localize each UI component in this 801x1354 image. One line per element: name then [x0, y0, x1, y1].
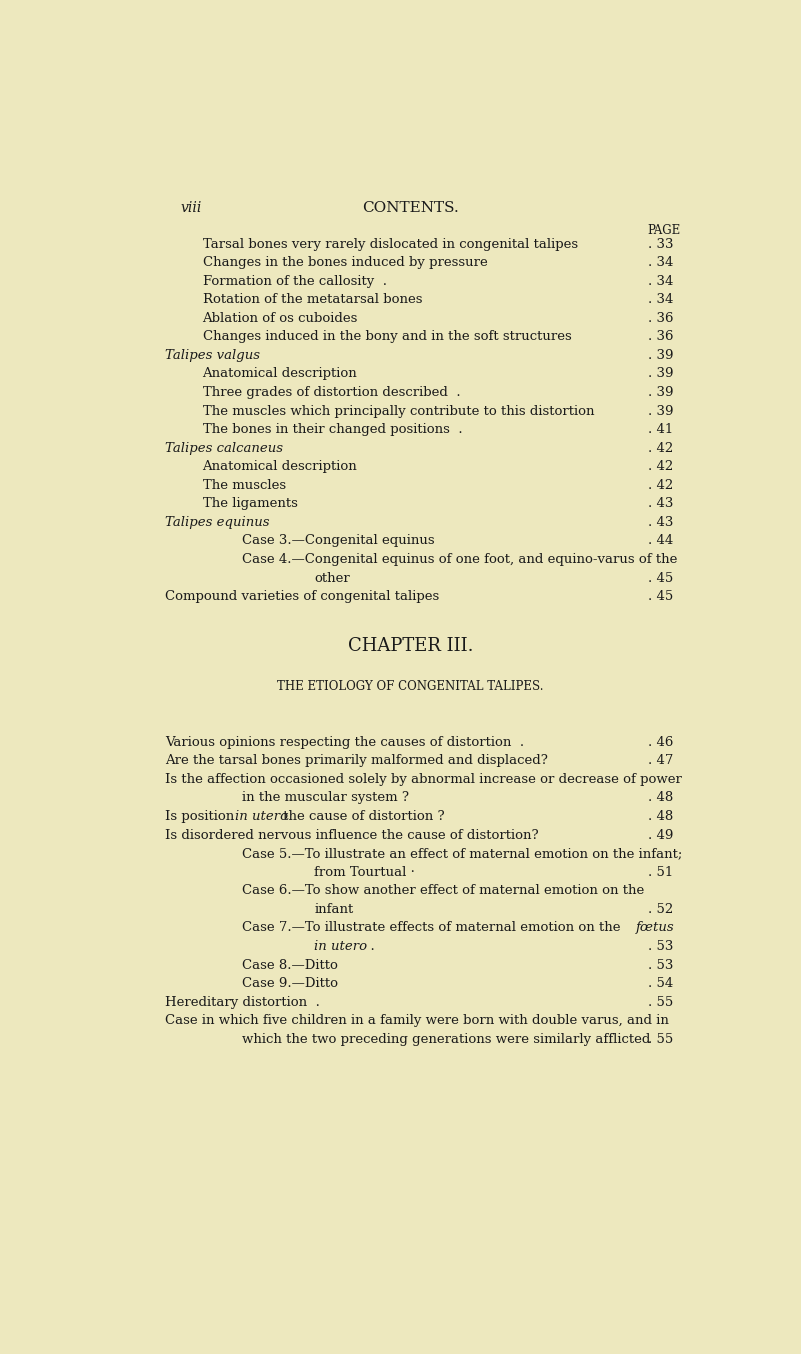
Text: The bones in their changed positions  .: The bones in their changed positions . — [203, 424, 462, 436]
Text: . 42: . 42 — [648, 441, 673, 455]
Text: .: . — [362, 940, 375, 953]
Text: . 43: . 43 — [648, 497, 673, 510]
Text: Three grades of distortion described  .: Three grades of distortion described . — [203, 386, 461, 399]
Text: . 55: . 55 — [648, 1033, 673, 1045]
Text: . 34: . 34 — [648, 256, 673, 269]
Text: . 53: . 53 — [648, 959, 673, 972]
Text: Case 8.—Ditto: Case 8.—Ditto — [242, 959, 337, 972]
Text: . 47: . 47 — [648, 754, 673, 768]
Text: Anatomical description: Anatomical description — [203, 460, 357, 474]
Text: which the two preceding generations were similarly afflicted: which the two preceding generations were… — [242, 1033, 650, 1045]
Text: Case 3.—Congenital equinus: Case 3.—Congenital equinus — [242, 535, 434, 547]
Text: Case 9.—Ditto: Case 9.—Ditto — [242, 978, 338, 990]
Text: Is disordered nervous influence the cause of distortion?: Is disordered nervous influence the caus… — [165, 829, 539, 842]
Text: PAGE: PAGE — [647, 223, 681, 237]
Text: Formation of the callosity  .: Formation of the callosity . — [203, 275, 387, 287]
Text: . 36: . 36 — [647, 311, 673, 325]
Text: Anatomical description: Anatomical description — [203, 367, 357, 380]
Text: . 41: . 41 — [648, 424, 673, 436]
Text: . 54: . 54 — [648, 978, 673, 990]
Text: Are the tarsal bones primarily malformed and displaced?: Are the tarsal bones primarily malformed… — [165, 754, 548, 768]
Text: Case 7.—To illustrate effects of maternal emotion on the: Case 7.—To illustrate effects of materna… — [242, 922, 625, 934]
Text: Case in which five children in a family were born with double varus, and in: Case in which five children in a family … — [165, 1014, 669, 1028]
Text: Talipes calcaneus: Talipes calcaneus — [165, 441, 284, 455]
Text: . 44: . 44 — [648, 535, 673, 547]
Text: The ligaments: The ligaments — [203, 497, 297, 510]
Text: in the muscular system ?: in the muscular system ? — [242, 792, 409, 804]
Text: . 34: . 34 — [648, 294, 673, 306]
Text: . 39: . 39 — [647, 405, 673, 417]
Text: Tarsal bones very rarely dislocated in congenital talipes: Tarsal bones very rarely dislocated in c… — [203, 237, 578, 250]
Text: Case 5.—To illustrate an effect of maternal emotion on the infant;: Case 5.—To illustrate an effect of mater… — [242, 848, 682, 860]
Text: . 45: . 45 — [648, 590, 673, 603]
Text: . 53: . 53 — [648, 940, 673, 953]
Text: Case 6.—To show another effect of maternal emotion on the: Case 6.—To show another effect of matern… — [242, 884, 644, 898]
Text: Hereditary distortion  .: Hereditary distortion . — [165, 995, 320, 1009]
Text: . 39: . 39 — [647, 349, 673, 362]
Text: . 43: . 43 — [648, 516, 673, 529]
Text: from Tourtual ·: from Tourtual · — [314, 865, 415, 879]
Text: in utero: in utero — [235, 810, 288, 823]
Text: CHAPTER III.: CHAPTER III. — [348, 636, 473, 654]
Text: Is position: Is position — [165, 810, 239, 823]
Text: in utero: in utero — [314, 940, 368, 953]
Text: Ablation of os cuboides: Ablation of os cuboides — [203, 311, 358, 325]
Text: fœtus: fœtus — [636, 922, 674, 934]
Text: other: other — [314, 571, 350, 585]
Text: Case 4.—Congenital equinus of one foot, and equino-varus of the: Case 4.—Congenital equinus of one foot, … — [242, 552, 677, 566]
Text: CONTENTS.: CONTENTS. — [362, 200, 459, 215]
Text: . 46: . 46 — [648, 735, 673, 749]
Text: . 34: . 34 — [648, 275, 673, 287]
Text: . 33: . 33 — [647, 237, 673, 250]
Text: Compound varieties of congenital talipes: Compound varieties of congenital talipes — [165, 590, 440, 603]
Text: . 49: . 49 — [648, 829, 673, 842]
Text: Talipes valgus: Talipes valgus — [165, 349, 260, 362]
Text: . 52: . 52 — [648, 903, 673, 915]
Text: the cause of distortion ?: the cause of distortion ? — [279, 810, 445, 823]
Text: . 48: . 48 — [648, 792, 673, 804]
Text: Changes in the bones induced by pressure: Changes in the bones induced by pressure — [203, 256, 487, 269]
Text: The muscles: The muscles — [203, 479, 286, 492]
Text: . 48: . 48 — [648, 810, 673, 823]
Text: . 42: . 42 — [648, 460, 673, 474]
Text: viii: viii — [181, 200, 202, 215]
Text: THE ETIOLOGY OF CONGENITAL TALIPES.: THE ETIOLOGY OF CONGENITAL TALIPES. — [277, 680, 544, 693]
Text: infant: infant — [314, 903, 353, 915]
Text: Rotation of the metatarsal bones: Rotation of the metatarsal bones — [203, 294, 422, 306]
Text: Various opinions respecting the causes of distortion  .: Various opinions respecting the causes o… — [165, 735, 525, 749]
Text: . 55: . 55 — [648, 995, 673, 1009]
Text: . 51: . 51 — [648, 865, 673, 879]
Text: Changes induced in the bony and in the soft structures: Changes induced in the bony and in the s… — [203, 330, 571, 344]
Text: The muscles which principally contribute to this distortion: The muscles which principally contribute… — [203, 405, 594, 417]
Text: . 36: . 36 — [647, 330, 673, 344]
Text: Is the affection occasioned solely by abnormal increase or decrease of power: Is the affection occasioned solely by ab… — [165, 773, 682, 785]
Text: . 42: . 42 — [648, 479, 673, 492]
Text: Talipes equinus: Talipes equinus — [165, 516, 270, 529]
Text: . 39: . 39 — [647, 386, 673, 399]
Text: . 39: . 39 — [647, 367, 673, 380]
Text: . 45: . 45 — [648, 571, 673, 585]
